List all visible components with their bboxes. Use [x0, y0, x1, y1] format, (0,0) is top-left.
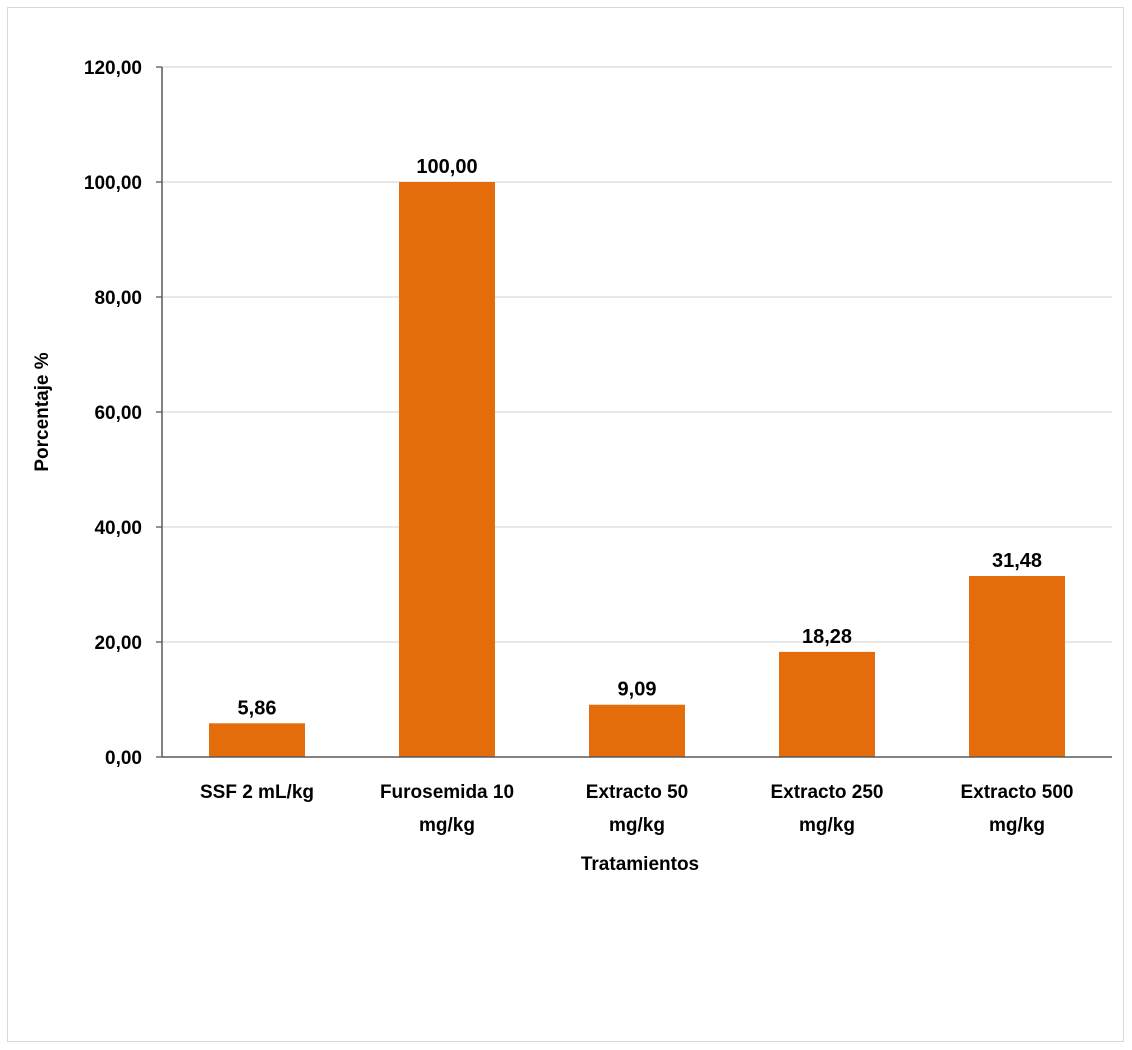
x-tick-label: Extracto 500 mg/kg [960, 782, 1073, 836]
x-tick-labels: SSF 2 mL/kg Furosemida 10 mg/kg Extracto 50… [200, 782, 1074, 836]
bar [969, 575, 1065, 757]
bar [589, 704, 685, 757]
data-label: 100,00 [416, 156, 477, 178]
data-label: 18,28 [802, 626, 852, 648]
x-tick-label: Extracto 250 mg/kg [770, 782, 883, 836]
bar [399, 182, 495, 757]
bar [209, 723, 305, 757]
y-tick-label: 0,00 [105, 748, 142, 769]
y-tick-label: 80,00 [94, 288, 142, 309]
y-tick-labels: 0,00 20,00 40,00 60,00 80,00 100,00 120,00 [84, 58, 142, 769]
axes [161, 67, 1112, 758]
x-tick-label: Extracto 50 mg/kg [586, 782, 688, 836]
y-tick-label: 60,00 [94, 403, 142, 424]
y-tick-label: 20,00 [94, 633, 142, 654]
x-tick-label: Furosemida 10 mg/kg [380, 782, 514, 836]
data-label: 9,09 [618, 679, 657, 701]
data-label: 31,48 [992, 550, 1042, 572]
gridlines [156, 66, 1112, 758]
x-axis-title: Tratamientos [581, 854, 699, 875]
data-label: 5,86 [238, 697, 277, 719]
y-tick-label: 40,00 [94, 518, 142, 539]
chart-frame [7, 7, 1124, 1042]
data-labels: 5,86 100,00 9,09 18,28 31,48 [238, 156, 1043, 719]
y-tick-label: 120,00 [84, 58, 142, 79]
y-axis-title: Porcentaje % [32, 352, 53, 471]
y-tick-label: 100,00 [84, 173, 142, 194]
x-tick-label: SSF 2 mL/kg [200, 782, 314, 803]
bar [779, 651, 875, 757]
bars [209, 182, 1065, 757]
